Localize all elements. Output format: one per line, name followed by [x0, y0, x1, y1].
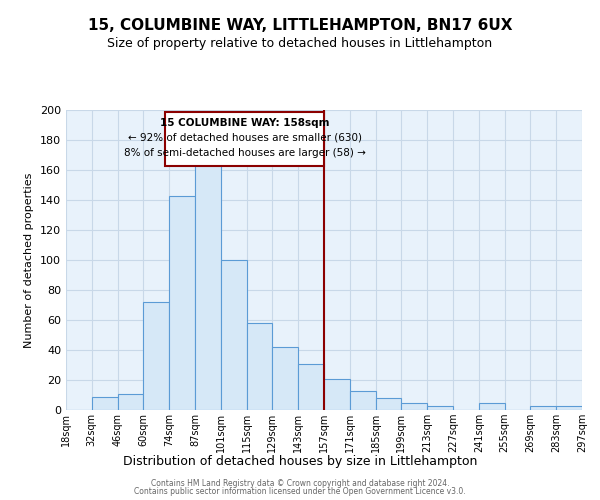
Bar — [92, 396, 118, 410]
Text: Size of property relative to detached houses in Littlehampton: Size of property relative to detached ho… — [107, 38, 493, 51]
Text: 15 COLUMBINE WAY: 158sqm: 15 COLUMBINE WAY: 158sqm — [160, 118, 329, 128]
Text: ← 92% of detached houses are smaller (630): ← 92% of detached houses are smaller (63… — [128, 132, 362, 142]
Bar — [118, 394, 143, 410]
Bar — [401, 402, 427, 410]
Bar — [221, 260, 247, 410]
Text: 8% of semi-detached houses are larger (58) →: 8% of semi-detached houses are larger (5… — [124, 148, 365, 158]
Bar — [376, 398, 401, 410]
Bar — [324, 378, 350, 410]
Bar — [530, 406, 556, 410]
Bar — [479, 402, 505, 410]
Bar — [195, 158, 221, 410]
FancyBboxPatch shape — [166, 112, 324, 166]
Bar — [427, 406, 453, 410]
Text: 15, COLUMBINE WAY, LITTLEHAMPTON, BN17 6UX: 15, COLUMBINE WAY, LITTLEHAMPTON, BN17 6… — [88, 18, 512, 32]
Text: Contains HM Land Registry data © Crown copyright and database right 2024.: Contains HM Land Registry data © Crown c… — [151, 478, 449, 488]
Bar — [556, 406, 582, 410]
Bar — [143, 302, 169, 410]
Bar — [247, 323, 272, 410]
Text: Distribution of detached houses by size in Littlehampton: Distribution of detached houses by size … — [123, 454, 477, 468]
Bar — [350, 390, 376, 410]
Y-axis label: Number of detached properties: Number of detached properties — [25, 172, 34, 348]
Bar — [169, 196, 195, 410]
Bar — [298, 364, 324, 410]
Bar — [272, 347, 298, 410]
Text: Contains public sector information licensed under the Open Government Licence v3: Contains public sector information licen… — [134, 487, 466, 496]
